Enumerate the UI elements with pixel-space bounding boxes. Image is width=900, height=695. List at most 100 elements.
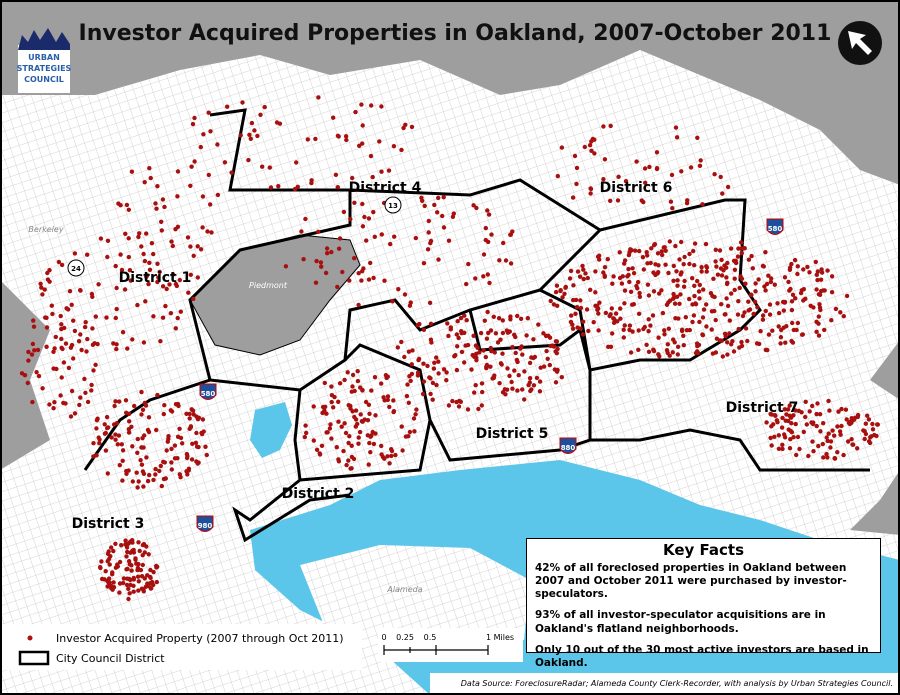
property-point xyxy=(725,260,730,266)
property-point xyxy=(505,366,510,371)
property-point xyxy=(166,436,171,442)
property-point xyxy=(178,475,183,480)
property-point xyxy=(815,269,820,274)
property-point xyxy=(717,248,723,253)
property-point xyxy=(826,398,831,404)
property-point xyxy=(35,347,41,353)
scale-label: 1 Miles xyxy=(486,633,514,642)
property-point xyxy=(674,269,679,274)
property-point xyxy=(623,179,629,184)
property-point xyxy=(728,246,734,251)
property-point xyxy=(139,586,145,591)
property-point xyxy=(408,378,413,384)
property-point xyxy=(485,208,490,213)
property-point xyxy=(111,341,116,346)
property-point xyxy=(363,399,369,405)
property-point xyxy=(701,307,707,312)
property-point xyxy=(464,318,469,323)
property-point xyxy=(456,404,462,409)
property-point xyxy=(141,484,146,489)
property-point xyxy=(832,433,837,438)
property-point xyxy=(507,373,512,379)
property-point xyxy=(155,392,160,398)
property-point xyxy=(553,289,559,295)
highway-label: 13 xyxy=(388,202,398,210)
property-point xyxy=(130,479,135,484)
property-point xyxy=(636,311,642,316)
property-point xyxy=(39,285,44,290)
property-point xyxy=(665,342,670,347)
property-point xyxy=(693,350,699,356)
property-point xyxy=(385,374,390,379)
property-point xyxy=(764,420,769,425)
property-point xyxy=(129,563,134,568)
property-point xyxy=(440,213,445,219)
property-point xyxy=(813,259,818,265)
property-point xyxy=(666,300,671,305)
property-point xyxy=(139,412,144,417)
property-point xyxy=(732,267,738,272)
property-point xyxy=(96,435,101,440)
property-point xyxy=(692,283,697,288)
property-point xyxy=(681,284,687,289)
property-point xyxy=(560,295,565,300)
property-point xyxy=(493,331,499,336)
property-point xyxy=(459,329,464,334)
property-point xyxy=(782,435,788,440)
district-label: District 1 xyxy=(119,270,192,286)
property-point xyxy=(656,263,661,268)
property-point xyxy=(593,290,598,295)
property-point xyxy=(703,241,709,247)
property-point xyxy=(478,330,484,336)
property-point xyxy=(704,324,709,329)
property-point xyxy=(137,548,142,554)
property-point xyxy=(78,288,83,293)
property-point xyxy=(40,386,45,391)
property-point xyxy=(646,329,651,334)
property-point xyxy=(391,409,397,414)
property-point xyxy=(789,299,795,304)
property-point xyxy=(737,285,742,291)
property-point xyxy=(697,282,702,288)
property-point xyxy=(169,239,174,244)
property-point xyxy=(627,279,632,285)
property-point xyxy=(578,305,584,311)
property-point xyxy=(596,311,601,316)
property-point xyxy=(123,398,129,403)
property-point xyxy=(471,203,476,208)
property-point xyxy=(527,360,533,366)
property-point xyxy=(748,292,754,297)
property-point xyxy=(89,388,94,393)
property-point xyxy=(822,288,827,293)
property-point xyxy=(124,202,130,208)
property-point xyxy=(91,441,96,446)
property-point xyxy=(626,266,631,272)
property-point xyxy=(191,412,196,417)
property-point xyxy=(162,460,167,465)
property-point xyxy=(140,407,146,412)
property-point xyxy=(865,413,870,418)
property-point xyxy=(788,437,793,442)
property-point xyxy=(769,443,774,448)
property-point xyxy=(53,334,58,340)
property-point xyxy=(746,299,751,304)
property-point xyxy=(727,331,732,336)
property-point xyxy=(696,289,702,294)
property-point xyxy=(134,470,139,475)
property-point xyxy=(192,159,197,164)
property-point xyxy=(602,265,608,270)
property-point xyxy=(52,400,57,405)
property-point xyxy=(175,315,180,321)
property-point xyxy=(349,443,354,448)
property-point xyxy=(426,218,431,224)
property-point xyxy=(801,298,806,303)
property-point xyxy=(719,302,724,307)
property-point xyxy=(768,279,774,285)
property-point xyxy=(325,251,330,256)
property-point xyxy=(611,274,616,279)
property-point xyxy=(520,352,525,357)
property-point xyxy=(814,329,819,334)
property-point xyxy=(368,260,373,266)
property-point xyxy=(671,296,676,301)
property-point xyxy=(303,216,308,222)
